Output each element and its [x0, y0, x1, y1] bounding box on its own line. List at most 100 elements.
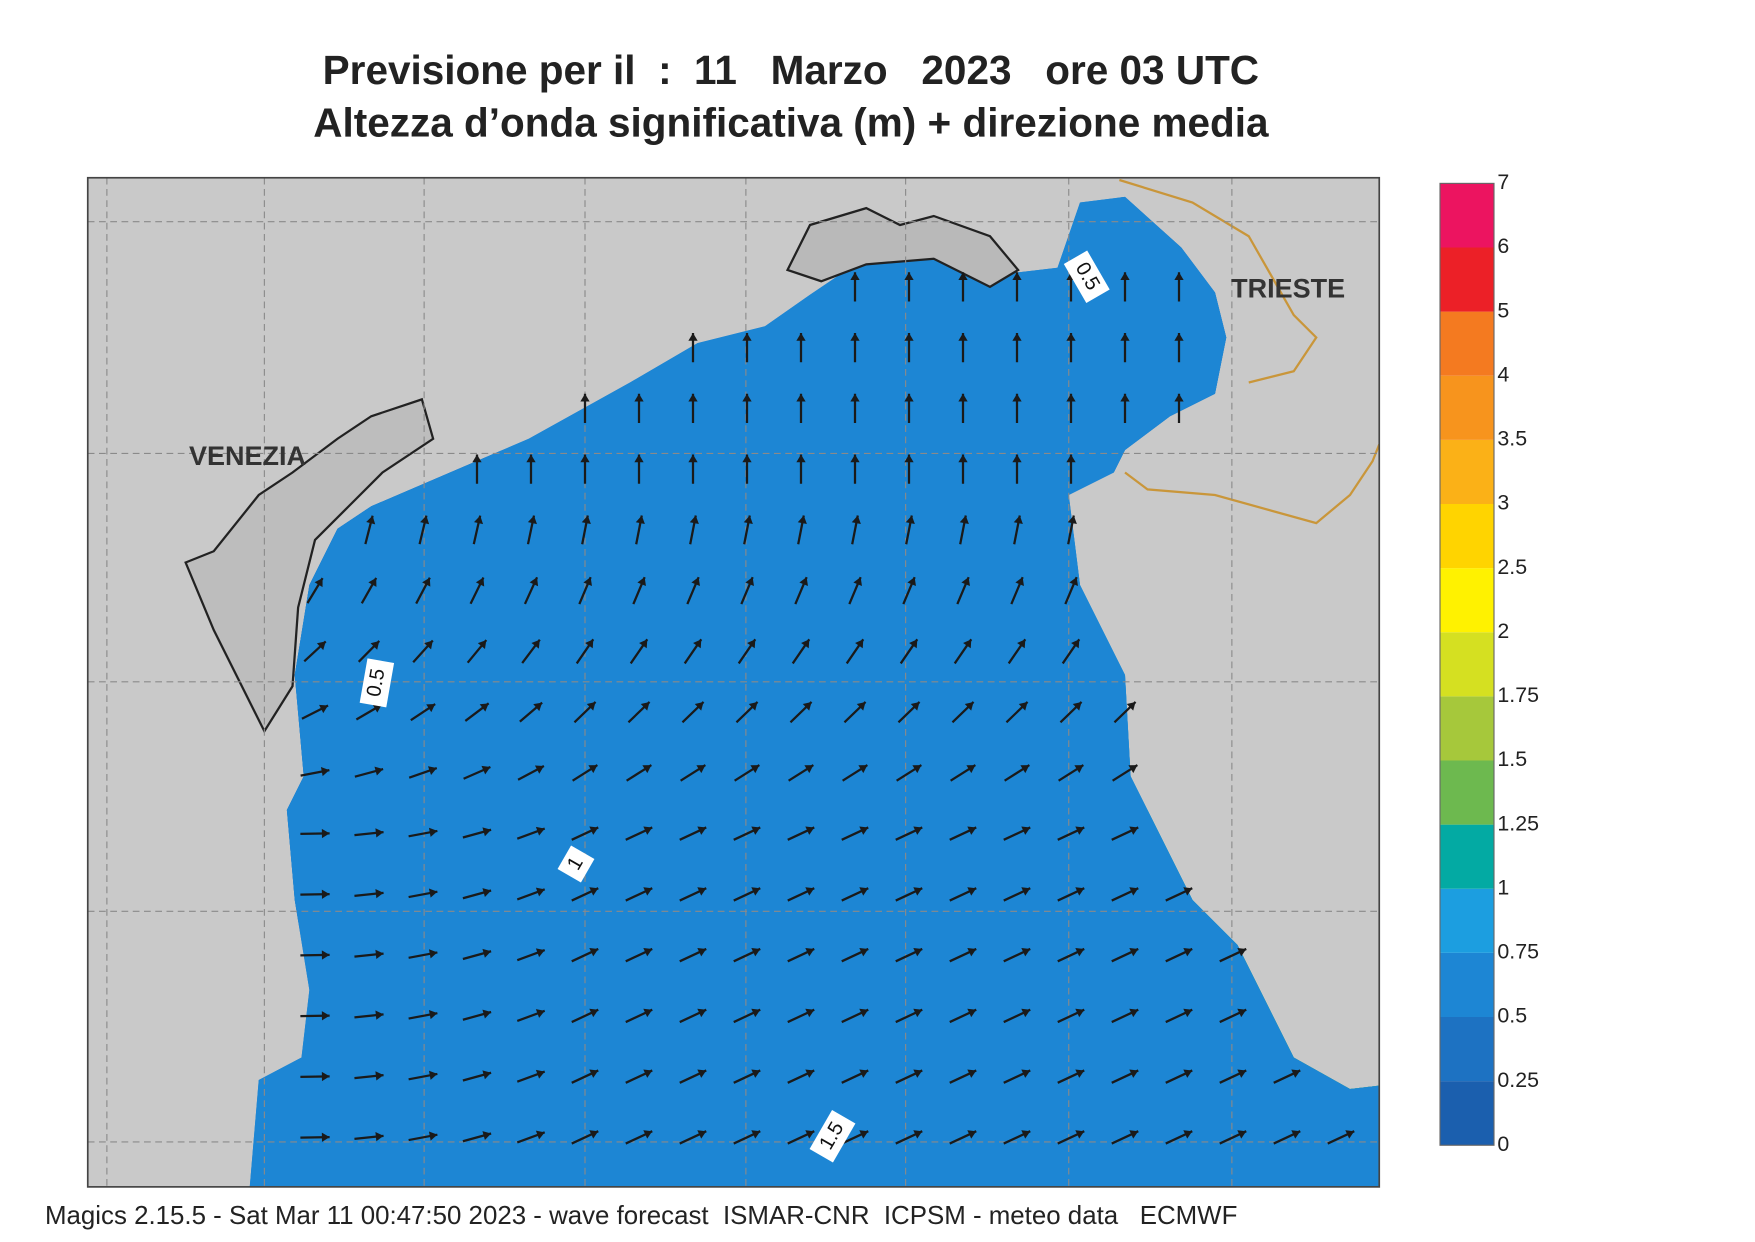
- colorbar-label: 0.25: [1497, 1068, 1539, 1092]
- arrow-head: [643, 1069, 653, 1078]
- title: Previsione per il : 11 Marzo 2023 ore 03…: [323, 47, 1259, 93]
- arrow-head: [1021, 947, 1031, 957]
- arrow-head: [963, 639, 972, 649]
- arrow-head: [910, 701, 920, 711]
- arrow-head: [637, 577, 646, 587]
- lagoon: [184, 397, 435, 734]
- colorbar-label: 2: [1497, 619, 1509, 643]
- arrow-head: [913, 826, 923, 835]
- arrow-head: [482, 1009, 492, 1019]
- arrow-head: [1012, 272, 1022, 280]
- colorbar-band: [1440, 1081, 1494, 1146]
- arrow-head: [1012, 393, 1022, 402]
- direction-arrows: [300, 272, 1355, 1145]
- contour-label: 0.5: [363, 667, 390, 699]
- arrow-head: [321, 1011, 330, 1021]
- arrow-head: [321, 828, 330, 839]
- arrow-head: [805, 1130, 815, 1139]
- arrow-head: [535, 1009, 545, 1018]
- arrow-head: [535, 826, 545, 836]
- arrow-head: [529, 577, 539, 587]
- arrow-head: [1069, 577, 1078, 587]
- arrow-head: [643, 826, 653, 835]
- colorbar-label: 6: [1497, 234, 1509, 258]
- arrow-head: [751, 947, 761, 957]
- arrow-head: [482, 1131, 492, 1141]
- arrow-head: [643, 887, 653, 896]
- arrow-head: [696, 765, 706, 774]
- arrow-head: [1237, 1069, 1247, 1078]
- colorbar-band: [1440, 247, 1494, 312]
- arrow-head: [859, 887, 869, 896]
- arrow-head: [689, 515, 699, 524]
- arrow-head: [913, 1008, 923, 1018]
- arrow-head: [958, 272, 968, 280]
- arrow-head: [1174, 393, 1184, 402]
- arrow-head: [643, 1008, 653, 1018]
- arrow-head: [913, 887, 923, 896]
- arrow-head: [742, 454, 752, 463]
- arrow-head: [850, 272, 860, 280]
- colorbar-label: 2.5: [1497, 555, 1527, 579]
- arrow-head: [589, 887, 599, 896]
- arrow-head: [805, 1008, 815, 1018]
- arrow-head: [1237, 1008, 1247, 1018]
- arrow-head: [1017, 639, 1026, 649]
- arrow-head: [905, 515, 915, 524]
- arrow-head: [583, 577, 592, 587]
- arrow-head: [319, 704, 329, 714]
- arrow-head: [634, 393, 644, 402]
- arrow-head: [426, 704, 436, 713]
- arrow-head: [697, 1008, 707, 1018]
- arrow-head: [375, 1071, 384, 1081]
- arrow-head: [589, 1008, 599, 1018]
- arrow-head: [1021, 887, 1031, 896]
- arrow-head: [422, 577, 431, 587]
- arrow-head: [904, 393, 914, 402]
- arrow-head: [1071, 639, 1080, 649]
- arrow-head: [859, 826, 869, 835]
- arrow-head: [586, 701, 596, 711]
- arrow-head: [1174, 333, 1184, 341]
- arrow-head: [589, 1069, 599, 1078]
- arrow-head: [913, 1069, 923, 1078]
- colorbar-band: [1440, 1017, 1494, 1082]
- colorbar-label: 0.5: [1497, 1004, 1527, 1028]
- colorbar-label: 3.5: [1497, 427, 1527, 451]
- arrow-head: [481, 765, 491, 775]
- arrow-head: [428, 1131, 438, 1141]
- arrow-head: [589, 826, 599, 835]
- arrow-head: [1129, 887, 1139, 896]
- arrow-head: [1120, 272, 1130, 280]
- arrow-head: [958, 454, 968, 463]
- arrow-head: [1075, 887, 1085, 896]
- place-label: TRIESTE: [1231, 273, 1345, 303]
- arrow-head: [859, 1008, 869, 1018]
- arrow-head: [967, 826, 977, 835]
- arrow-head: [805, 947, 815, 957]
- arrow-head: [904, 454, 914, 463]
- arrow-head: [1012, 454, 1022, 463]
- arrow-head: [1129, 1008, 1139, 1018]
- arrow-head: [372, 704, 382, 713]
- arrow-head: [697, 1069, 707, 1078]
- arrow-head: [375, 1132, 384, 1142]
- colorbar-band: [1440, 952, 1494, 1017]
- arrow-head: [850, 333, 860, 341]
- arrow-head: [1066, 454, 1076, 463]
- arrow-head: [472, 454, 482, 463]
- arrow-head: [742, 393, 752, 402]
- arrow-head: [1129, 1130, 1139, 1139]
- arrow-head: [375, 949, 384, 960]
- footer: Magics 2.15.5 - Sat Mar 11 00:47:50 2023…: [45, 1202, 1237, 1230]
- arrow-head: [859, 1069, 869, 1078]
- arrow-head: [428, 1010, 438, 1020]
- arrow-head: [580, 393, 590, 402]
- arrow-head: [1072, 701, 1082, 711]
- arrow-head: [742, 333, 752, 341]
- arrow-head: [585, 639, 594, 649]
- arrow-head: [1066, 393, 1076, 402]
- arrow-head: [643, 947, 653, 957]
- arrow-head: [580, 454, 590, 463]
